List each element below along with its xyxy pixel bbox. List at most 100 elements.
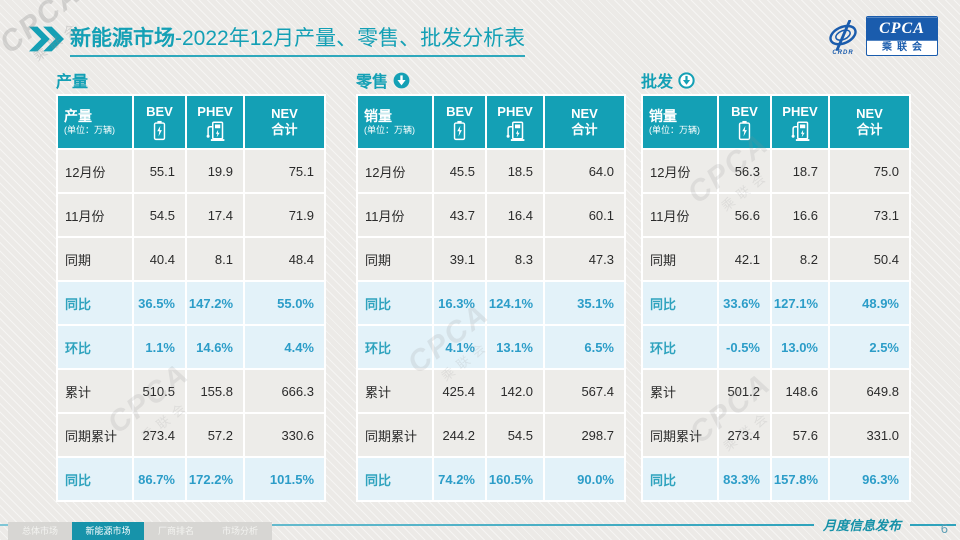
row-label: 11月份 <box>641 192 719 238</box>
table-row: 11月份 56.6 16.6 73.1 <box>641 192 911 238</box>
value-cell: 6.5% <box>543 324 626 370</box>
value-cell: 74.2% <box>432 456 487 502</box>
value-cell: 4.4% <box>243 324 326 370</box>
measure-header-cell: 销量 (单位：万辆) <box>356 94 434 150</box>
nav-tab-4[interactable]: 市场分析 <box>208 522 272 540</box>
data-table: 产量 (单位：万辆) BEV PHEV <box>56 94 326 502</box>
table-row: 同期累计 244.2 54.5 298.7 <box>356 412 626 458</box>
nev-label-line1: NEV <box>856 106 883 121</box>
value-cell: 273.4 <box>132 412 187 458</box>
value-cell: 56.6 <box>717 192 772 238</box>
value-cell: 50.4 <box>828 236 911 282</box>
nev-label-line2: 合计 <box>571 122 598 137</box>
row-label: 同比 <box>56 456 134 502</box>
table-row: 12月份 45.5 18.5 64.0 <box>356 148 626 194</box>
data-table-section: 零售 销量 (单位：万辆) BEV <box>356 68 626 502</box>
data-table: 销量 (单位：万辆) BEV PHEV <box>356 94 626 502</box>
value-cell: 83.3% <box>717 456 772 502</box>
value-cell: 55.0% <box>243 280 326 326</box>
table-row: 累计 510.5 155.8 666.3 <box>56 368 326 414</box>
value-cell: 16.3% <box>432 280 487 326</box>
row-label: 12月份 <box>56 148 134 194</box>
value-cell: 18.7 <box>770 148 830 194</box>
value-cell: 425.4 <box>432 368 487 414</box>
value-cell: 4.1% <box>432 324 487 370</box>
value-cell: 42.1 <box>717 236 772 282</box>
value-cell: 57.6 <box>770 412 830 458</box>
value-cell: 13.1% <box>485 324 545 370</box>
row-label: 11月份 <box>56 192 134 238</box>
value-cell: 155.8 <box>185 368 245 414</box>
value-cell: 35.1% <box>543 280 626 326</box>
footer-label: 月度信息发布 <box>822 518 901 533</box>
nev-label-line2: 合计 <box>271 122 298 137</box>
value-cell: 13.0% <box>770 324 830 370</box>
section-title: 零售 <box>356 74 389 91</box>
charging-station-icon <box>506 121 525 141</box>
phev-label: PHEV <box>497 103 533 119</box>
double-chevron-icon <box>28 26 64 57</box>
phev-header-cell: PHEV <box>185 94 245 150</box>
value-cell: 8.3 <box>485 236 545 282</box>
page-title-bold: 新能源市场 <box>70 27 175 50</box>
table-header-row: 销量 (单位：万辆) BEV PHEV <box>356 94 626 150</box>
nav-tab-1[interactable]: 总体市场 <box>8 522 72 540</box>
value-cell: 64.0 <box>543 148 626 194</box>
unit-label: (单位：万辆) <box>64 125 115 135</box>
value-cell: 40.4 <box>132 236 187 282</box>
value-cell: 39.1 <box>432 236 487 282</box>
value-cell: 501.2 <box>717 368 772 414</box>
measure-title: 产量 <box>64 108 92 124</box>
table-header-row: 销量 (单位：万辆) BEV PHEV <box>641 94 911 150</box>
value-cell: 54.5 <box>132 192 187 238</box>
value-cell: 54.5 <box>485 412 545 458</box>
row-label: 同比 <box>56 280 134 326</box>
value-cell: 71.9 <box>243 192 326 238</box>
charging-station-icon <box>791 121 810 141</box>
value-cell: 43.7 <box>432 192 487 238</box>
row-label: 同期累计 <box>56 412 134 458</box>
value-cell: 160.5% <box>485 456 545 502</box>
table-row-highlight: 同比 83.3% 157.8% 96.3% <box>641 456 911 502</box>
table-row-highlight: 环比 -0.5% 13.0% 2.5% <box>641 324 911 370</box>
row-label: 环比 <box>356 324 434 370</box>
row-label: 同比 <box>641 280 719 326</box>
charging-station-icon <box>206 121 225 141</box>
value-cell: 33.6% <box>717 280 772 326</box>
bev-label: BEV <box>146 103 173 119</box>
value-cell: 244.2 <box>432 412 487 458</box>
table-row: 同期 40.4 8.1 48.4 <box>56 236 326 282</box>
value-cell: 17.4 <box>185 192 245 238</box>
nav-tab-3[interactable]: 厂商排名 <box>144 522 208 540</box>
battery-icon <box>738 120 751 140</box>
value-cell: 1.1% <box>132 324 187 370</box>
nev-label-line1: NEV <box>571 106 598 121</box>
phev-label: PHEV <box>782 103 818 119</box>
section-header: 批发 <box>641 68 909 92</box>
row-label: 同期 <box>56 236 134 282</box>
value-cell: 48.4 <box>243 236 326 282</box>
row-label: 累计 <box>356 368 434 414</box>
row-label: 同比 <box>356 280 434 326</box>
value-cell: 16.4 <box>485 192 545 238</box>
row-label: 同比 <box>356 456 434 502</box>
bev-header-cell: BEV <box>717 94 772 150</box>
table-row: 12月份 56.3 18.7 75.0 <box>641 148 911 194</box>
nav-tab-2[interactable]: 新能源市场 <box>72 522 144 540</box>
table-row-highlight: 同比 74.2% 160.5% 90.0% <box>356 456 626 502</box>
value-cell: 56.3 <box>717 148 772 194</box>
value-cell: 36.5% <box>132 280 187 326</box>
phev-header-cell: PHEV <box>485 94 545 150</box>
table-header-row: 产量 (单位：万辆) BEV PHEV <box>56 94 326 150</box>
table-row-highlight: 同比 36.5% 147.2% 55.0% <box>56 280 326 326</box>
measure-header-cell: 销量 (单位：万辆) <box>641 94 719 150</box>
value-cell: 567.4 <box>543 368 626 414</box>
value-cell: 47.3 <box>543 236 626 282</box>
value-cell: 298.7 <box>543 412 626 458</box>
cpca-logo-box: CPCA 乘联会 <box>866 16 938 56</box>
measure-header-cell: 产量 (单位：万辆) <box>56 94 134 150</box>
data-table-section: 产量 产量 (单位：万辆) BEV <box>56 68 326 502</box>
row-label: 累计 <box>56 368 134 414</box>
measure-title: 销量 <box>364 108 392 124</box>
value-cell: 666.3 <box>243 368 326 414</box>
